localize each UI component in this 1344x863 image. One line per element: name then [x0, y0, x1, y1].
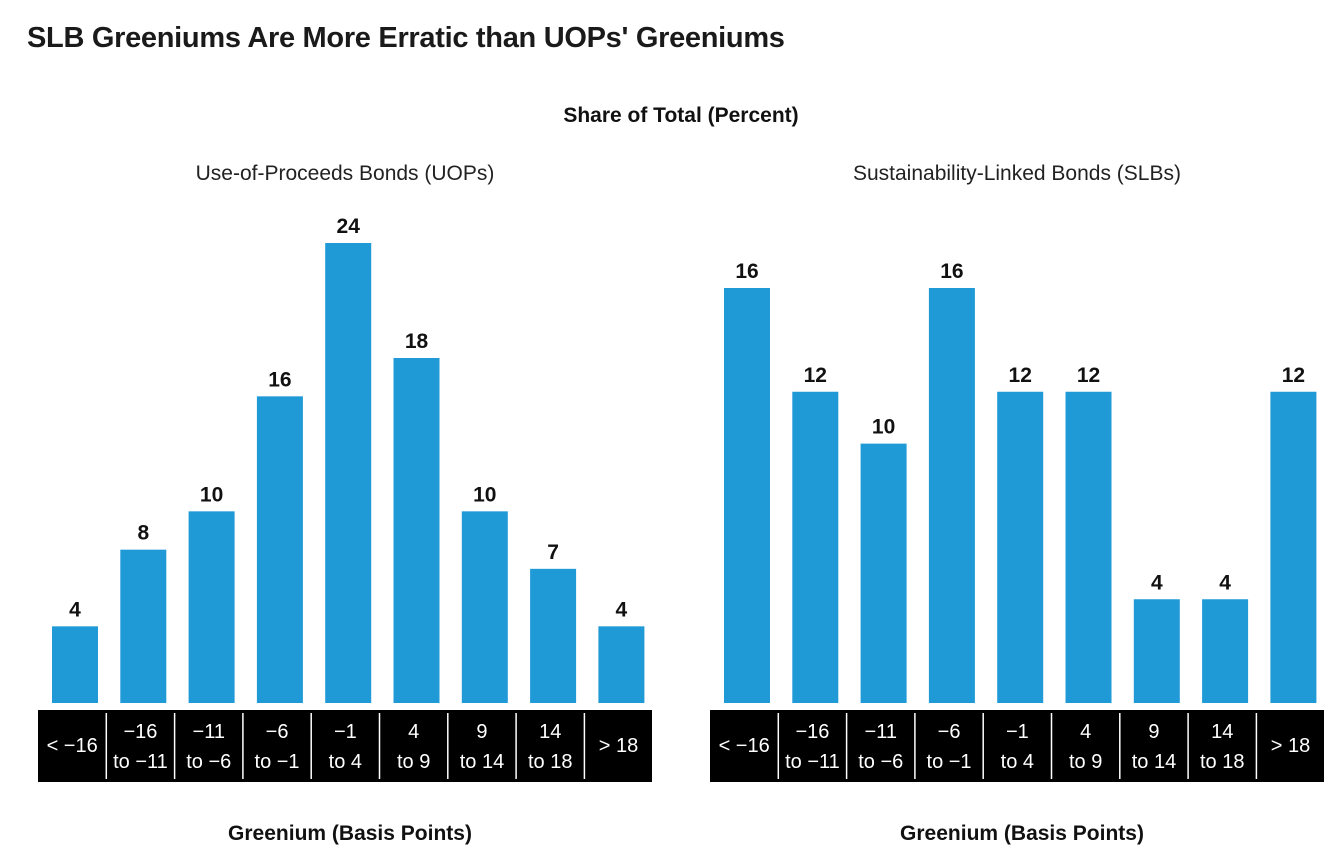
x-tick-label: 14 to 18 [528, 721, 572, 773]
x-tick-label: −11 to −6 [858, 721, 903, 773]
bar-value-label: 4 [69, 598, 81, 621]
bar [52, 626, 98, 703]
bar [256, 396, 303, 703]
x-tick-label: 14 to 18 [1200, 721, 1244, 773]
bar-value-label: 10 [200, 483, 223, 506]
bar-value-label: 16 [268, 368, 291, 391]
bar-value-label: 18 [405, 330, 429, 353]
bar [120, 549, 167, 703]
x-tick-label: < −16 [719, 735, 770, 757]
x-tick-label: 9 to 14 [460, 721, 504, 773]
x-tick-label: −11 to −6 [186, 721, 231, 773]
x-tick-label: −16 to −11 [785, 721, 840, 773]
bar [461, 511, 508, 703]
x-tick-label: > 18 [1271, 735, 1310, 757]
bar-value-label: 4 [1151, 571, 1163, 594]
bar [598, 626, 645, 703]
bar-value-label: 16 [940, 260, 963, 283]
bar [1065, 391, 1112, 703]
bar-value-label: 12 [804, 364, 827, 387]
bar [997, 391, 1044, 703]
bar-value-label: 4 [1219, 571, 1231, 594]
bar [860, 443, 907, 703]
bar-value-label: 10 [872, 416, 895, 439]
bar-value-label: 12 [1282, 364, 1305, 387]
x-tick-label: 4 to 9 [397, 721, 430, 773]
bar [1133, 599, 1180, 703]
x-axis-band [710, 710, 1324, 782]
bar [393, 358, 440, 703]
bar-value-label: 16 [735, 260, 758, 283]
x-axis-label: Greenium (Basis Points) [900, 822, 1144, 845]
bar-value-label: 7 [547, 541, 559, 564]
bar-value-label: 8 [137, 522, 149, 545]
bar [188, 511, 235, 703]
x-tick-label: 4 to 9 [1069, 721, 1102, 773]
chart-panel-2: Sustainability-Linked Bonds (SLBs) 16 < −1… [710, 162, 1324, 845]
x-tick-label: −6 to −1 [927, 721, 972, 773]
bar-value-label: 24 [337, 215, 361, 238]
bar [928, 288, 975, 703]
bar-value-label: 4 [616, 598, 628, 621]
x-axis-label: Greenium (Basis Points) [228, 822, 472, 845]
x-tick-label: −6 to −1 [255, 721, 300, 773]
panel-title: Sustainability-Linked Bonds (SLBs) [853, 162, 1181, 185]
bar [1270, 391, 1317, 703]
chart-subtitle: Share of Total (Percent) [563, 104, 799, 127]
chart-panel-1: Use-of-Proceeds Bonds (UOPs) 4 < −16 8 −16 to… [38, 162, 652, 845]
x-tick-label: < −16 [47, 735, 98, 757]
x-tick-label: 9 to 14 [1132, 721, 1176, 773]
x-tick-label: −1 to 4 [329, 721, 362, 773]
bar-value-label: 10 [473, 483, 496, 506]
bar-value-label: 12 [1009, 364, 1032, 387]
bar [724, 288, 770, 703]
bar [792, 391, 839, 703]
bar [1202, 599, 1249, 703]
x-axis-band [38, 710, 652, 782]
x-tick-label: −1 to 4 [1001, 721, 1034, 773]
x-tick-label: > 18 [599, 735, 638, 757]
chart-title: SLB Greeniums Are More Erratic than UOPs… [27, 22, 785, 54]
panel-title: Use-of-Proceeds Bonds (UOPs) [196, 162, 495, 185]
bar-value-label: 12 [1077, 364, 1100, 387]
bar [325, 243, 372, 703]
bar [530, 568, 577, 703]
x-tick-label: −16 to −11 [113, 721, 168, 773]
